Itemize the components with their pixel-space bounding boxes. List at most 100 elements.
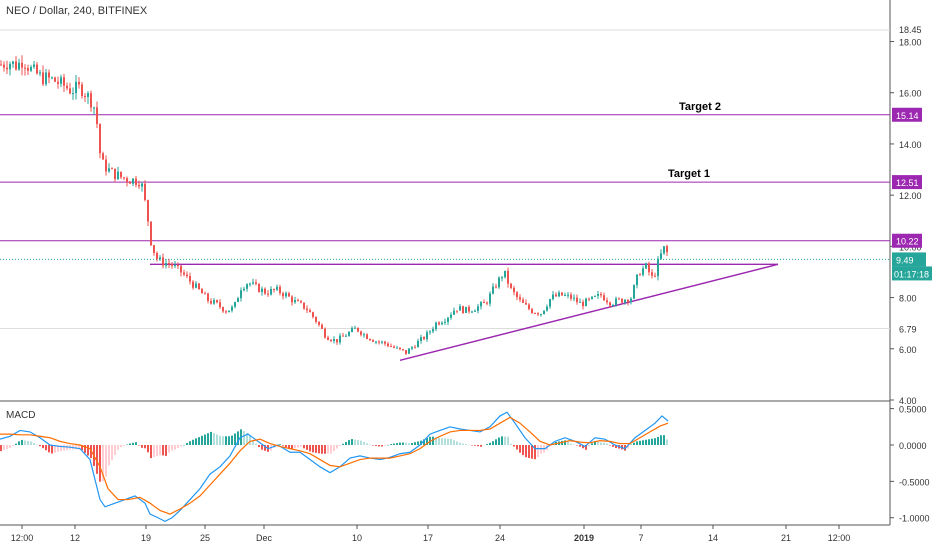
macd-histogram-bar [126,444,128,446]
macd-histogram-bar [432,436,434,445]
candle-body [18,62,20,70]
level-annotation: Target 2 [679,101,721,113]
macd-histogram-bar [303,445,305,449]
macd-histogram-bar [609,445,611,446]
candle-body [366,334,368,339]
macd-histogram-bar [495,439,497,445]
low-marker-box [892,321,932,336]
candle-body [429,331,431,333]
macd-histogram-bar [123,445,125,446]
candle-body [129,181,131,184]
x-tick-label: 10 [352,533,362,543]
candle-body [336,339,338,343]
candle-body [615,298,617,305]
candle-body [141,183,143,187]
candle-body [273,288,275,290]
candle-body [600,293,602,296]
candle-body [663,246,665,254]
candle-body [213,300,215,304]
candle-body [168,263,170,265]
macd-histogram-bar [627,445,629,449]
macd-histogram-bar [363,441,365,445]
x-tick-label: Dec [256,533,273,543]
candle-body [480,302,482,307]
candle-body [354,327,356,329]
rising-trendline [399,263,779,361]
macd-histogram-bar [255,443,257,445]
macd-histogram-bar [321,445,323,454]
candle-body [588,298,590,300]
candle-body [597,293,599,296]
macd-histogram-bar [579,445,581,447]
macd-histogram-bar [330,445,332,454]
macd-histogram-bar [342,443,344,445]
candle-body [384,341,386,344]
x-tick-label: 2019 [574,533,594,543]
macd-histogram-bar [600,442,602,445]
candle-body [204,293,206,295]
candle-body [249,283,251,285]
macd-histogram-bar [228,436,230,445]
macd-histogram-bar [252,440,254,445]
low-marker-label: 6.79 [899,325,917,335]
level-price-box [892,107,922,122]
macd-histogram-bar [183,444,185,446]
macd-histogram-bar [138,445,140,446]
macd-histogram-bar [159,445,161,456]
candle-body [24,67,26,69]
candle-body [246,284,248,289]
macd-histogram-bar [33,443,35,445]
candle-body [363,334,365,336]
macd-histogram-bar [663,435,665,445]
candle-body [546,306,548,311]
candle-body [63,77,65,86]
macd-histogram-bar [606,443,608,445]
candle-body [90,93,92,108]
candle-body [330,339,332,341]
candle-body [201,289,203,294]
candle-body [261,288,263,293]
candle-body [219,302,221,308]
candle-body [477,306,479,311]
macd-histogram-bar [453,440,455,445]
candle-body [57,81,59,84]
candle-body [207,293,209,301]
macd-histogram-bar [441,438,443,445]
candle-body [27,68,29,71]
candle-body [396,347,398,349]
macd-histogram-bar [501,436,503,445]
macd-histogram-bar [87,445,89,456]
macd-histogram-bar [471,445,473,446]
candle-body [624,299,626,303]
candle-body [531,309,533,314]
candle-body [414,347,416,349]
macd-histogram-bar [243,431,245,445]
macd-histogram-bar [261,445,263,450]
candle-body [651,272,653,276]
candle-body [357,327,359,332]
macd-histogram-bar [105,445,107,477]
macd-histogram-bar [513,445,515,447]
macd-histogram-bar [117,445,119,450]
candle-body [510,283,512,288]
candle-body [657,258,659,277]
candle-body [45,72,47,85]
macd-histogram-bar [507,436,509,445]
candle-body [303,302,305,309]
candle-body [465,306,467,313]
macd-histogram-bar [111,445,113,461]
macd-histogram-bar [99,445,101,482]
candle-body [225,311,227,313]
candle-body [159,257,161,260]
macd-histogram-bar [582,445,584,449]
macd-histogram-bar [381,445,383,447]
macd-histogram-bar [63,445,65,451]
macd-histogram-bar [498,437,500,445]
macd-histogram-bar [489,442,491,445]
candle-body [21,62,23,68]
macd-histogram-bar [3,445,5,451]
candle-body [222,307,224,312]
macd-histogram-bar [657,436,659,445]
macd-histogram-bar [264,445,266,451]
